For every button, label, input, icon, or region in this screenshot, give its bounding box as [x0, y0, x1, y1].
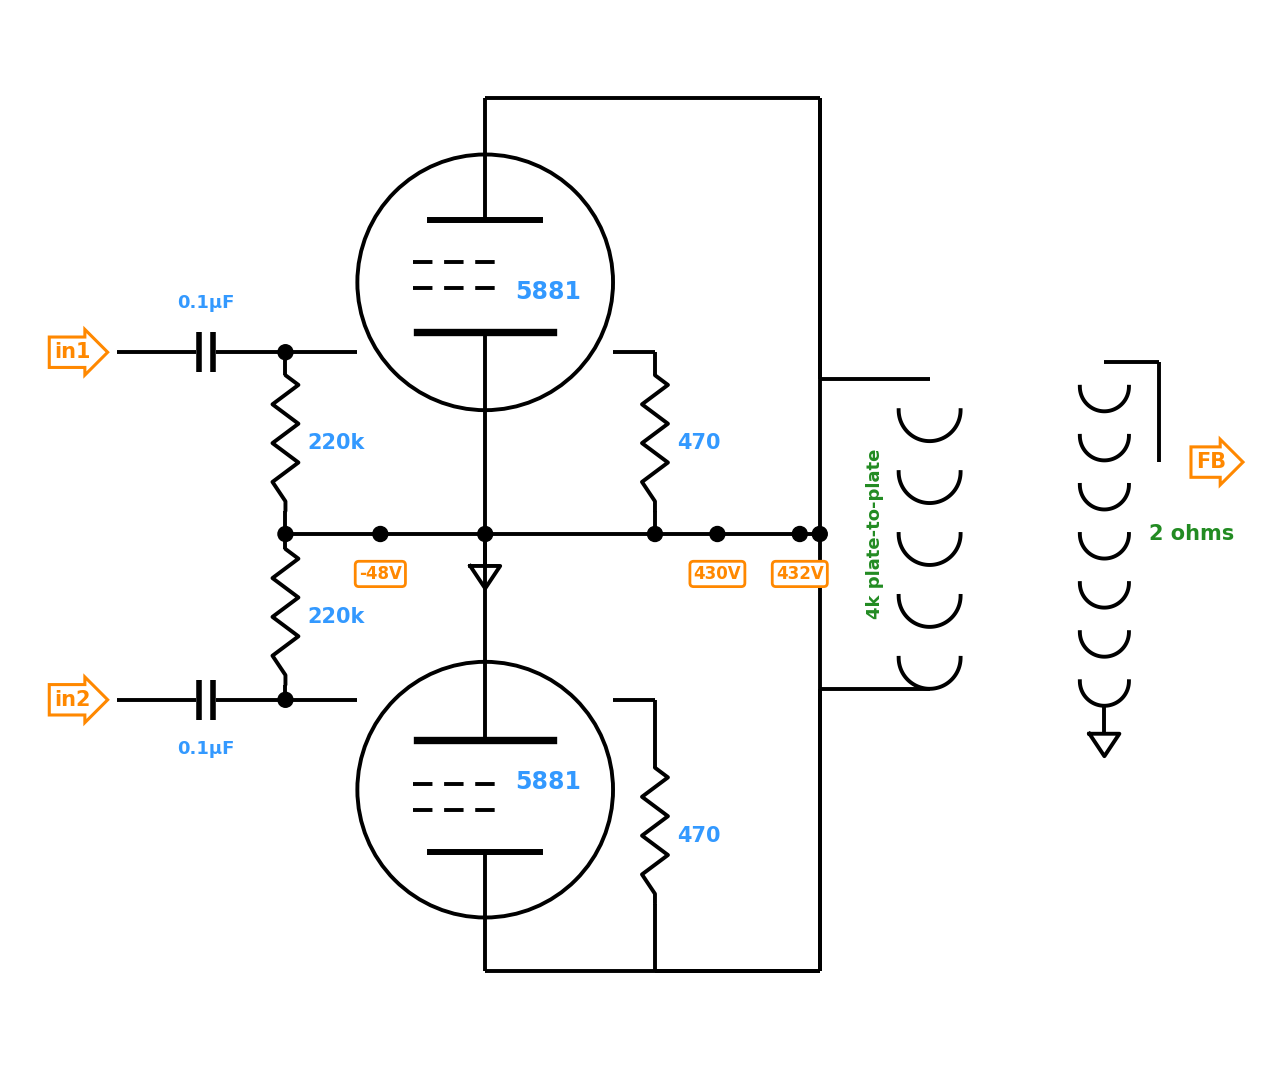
- Circle shape: [478, 526, 493, 541]
- Text: 0.1μF: 0.1μF: [177, 740, 234, 758]
- Text: 5881: 5881: [516, 770, 582, 793]
- Text: 2 ohms: 2 ohms: [1149, 524, 1234, 544]
- Text: 432V: 432V: [776, 565, 824, 583]
- Text: 220k: 220k: [307, 433, 364, 453]
- Text: -48V: -48V: [359, 565, 401, 583]
- Circle shape: [813, 526, 827, 541]
- Circle shape: [278, 526, 293, 541]
- Text: 220k: 220k: [307, 607, 364, 627]
- Text: 4k plate-to-plate: 4k plate-to-plate: [866, 449, 884, 620]
- Circle shape: [278, 345, 293, 360]
- Text: 470: 470: [677, 433, 720, 453]
- Text: in1: in1: [55, 342, 91, 362]
- Text: 0.1μF: 0.1μF: [177, 295, 234, 312]
- Circle shape: [648, 526, 663, 541]
- Text: 5881: 5881: [516, 280, 582, 304]
- Circle shape: [710, 526, 725, 541]
- Circle shape: [792, 526, 808, 541]
- Text: 430V: 430V: [693, 565, 742, 583]
- Text: FB: FB: [1196, 452, 1227, 472]
- Circle shape: [373, 526, 387, 541]
- Circle shape: [278, 693, 293, 708]
- Text: 470: 470: [677, 825, 720, 846]
- Text: in2: in2: [55, 689, 91, 710]
